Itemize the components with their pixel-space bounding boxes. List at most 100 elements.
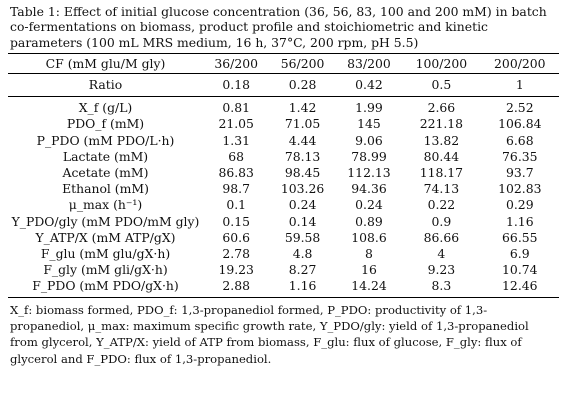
table-row: μ_max (h⁻¹) 0.1 0.24 0.24 0.22 0.29 [8, 197, 559, 213]
table-cell: 2.78 [222, 246, 250, 262]
table-cell: 0.14 [288, 213, 317, 229]
table-cell: 0.22 [427, 197, 456, 213]
table-cell: 0.5 [402, 73, 481, 98]
table-row: Acetate (mM) 86.83 98.45 112.13 118.17 93.7 [8, 165, 559, 181]
table-cell: 6.68 [505, 132, 534, 148]
table-cell: 0.18 [203, 73, 270, 98]
table-cell: 21.05 [218, 116, 254, 132]
table-cell: 4 [437, 246, 446, 262]
table-row: Ethanol (mM) 98.7 103.26 94.36 74.13 102.83 [8, 181, 559, 197]
table-row: Y_PDO/gly (mM PDO/mM gly) 0.15 0.14 0.89 0.9… [8, 214, 559, 230]
table-cell: 1 [480, 73, 559, 98]
header-cell: 36/200 [203, 53, 270, 75]
table-cell: 16 [361, 262, 377, 278]
table-cell: 12.46 [480, 278, 559, 298]
table-cell: 0.1 [226, 197, 247, 213]
table-cell: 8.27 [288, 262, 317, 278]
table-cell: 8 [365, 246, 373, 262]
table-cell: 86.83 [218, 165, 254, 181]
header-cell: 83/200 [335, 53, 403, 75]
row-label: μ_max (h⁻¹) [68, 197, 143, 213]
table-cell: 0.24 [288, 197, 317, 213]
caption-text: Effect of initial glucose concentration … [10, 4, 547, 50]
row-label: P_PDO (mM PDO/L·h) [36, 132, 175, 148]
table-cell: 112.13 [347, 165, 391, 181]
table-cell: 1.99 [355, 100, 383, 116]
table-cell: 1.31 [222, 132, 250, 148]
table-row: Y_ATP/X (mM ATP/gX) 60.6 59.58 108.6 86.66 66… [8, 230, 559, 246]
table-cell: 6.9 [509, 246, 530, 262]
table-cell: 1.16 [505, 213, 534, 229]
row-label: Acetate (mM) [62, 165, 149, 181]
table-cell: 78.13 [284, 148, 321, 164]
header-cell: 200/200 [480, 53, 559, 75]
header-cell: 56/200 [269, 53, 336, 75]
table-cell: 98.7 [222, 181, 250, 197]
table-row: F_gly (mM gli/gX·h) 19.23 8.27 16 9.23 10.74 [8, 262, 559, 278]
table-cell: 94.36 [351, 181, 387, 197]
table-cell: 0.81 [222, 100, 250, 116]
table-cell: 0.28 [269, 73, 336, 98]
table-cell: 8.3 [402, 278, 481, 298]
table-cell: 78.99 [351, 148, 387, 164]
row-label: Y_ATP/X (mM ATP/gX) [35, 229, 176, 245]
table-cell: 9.06 [355, 132, 383, 148]
table-cell: 4.44 [288, 132, 317, 148]
table-cell: 80.44 [423, 148, 460, 164]
table-cell: 10.74 [502, 262, 538, 278]
table-row: F_glu (mM glu/gX·h) 2.78 4.8 8 4 6.9 [8, 246, 559, 262]
table-cell: 0.29 [505, 197, 534, 213]
table-cell: 86.66 [423, 229, 460, 245]
row-label: Ethanol (mM) [62, 181, 149, 197]
row-label: X_f (g/L) [78, 100, 133, 116]
table-cell: 4.8 [292, 246, 313, 262]
row-label: PDO_f (mM) [66, 116, 145, 132]
table-cell: 0.24 [355, 197, 383, 213]
table-cell: 60.6 [222, 229, 250, 245]
table-cell: 9.23 [427, 262, 456, 278]
table-cell: 68 [228, 148, 245, 164]
table-cell: 59.58 [284, 229, 321, 245]
table-cell: 19.23 [218, 262, 254, 278]
table-cell: 221.18 [419, 116, 464, 132]
table-row: F_PDO (mM PDO/gX·h) 2.88 1.16 14.24 8.3 12.46 [8, 278, 559, 298]
table-header-row: CF (mM glu/M gly) 36/200 56/200 83/200 1… [8, 53, 559, 75]
table-cell: 0.15 [222, 213, 250, 229]
row-label: F_glu (mM glu/gX·h) [40, 246, 171, 262]
table-cell: 103.26 [280, 181, 325, 197]
table-cell: 1.42 [288, 100, 317, 116]
table-caption: Table 1: Effect of initial glucose concen… [10, 4, 559, 50]
header-cell: 100/200 [402, 53, 481, 75]
caption-label: Table 1: [10, 4, 60, 19]
row-label: Ratio [8, 73, 203, 98]
table-row: X_f (g/L) 0.81 1.42 1.99 2.66 2.52 [8, 97, 559, 117]
table-row: P_PDO (mM PDO/L·h) 1.31 4.44 9.06 13.82 6.68 [8, 133, 559, 149]
table-cell: 2.88 [203, 278, 270, 298]
table-cell: 118.17 [419, 165, 464, 181]
table-cell: 71.05 [284, 116, 321, 132]
table-cell: 66.55 [502, 229, 538, 245]
table-cell: 2.52 [505, 100, 534, 116]
table-cell: 0.89 [355, 213, 383, 229]
row-label: F_gly (mM gli/gX·h) [43, 262, 168, 278]
table-cell: 2.66 [427, 100, 456, 116]
table-cell: 74.13 [423, 181, 460, 197]
table-cell: 14.24 [335, 278, 403, 298]
table-cell: 145 [357, 116, 381, 132]
header-cell: CF (mM glu/M gly) [8, 53, 203, 75]
row-label: Lactate (mM) [62, 148, 149, 164]
table-cell: 106.84 [498, 116, 542, 132]
table-cell: 1.16 [269, 278, 336, 298]
table-footnote: X_f: biomass formed, PDO_f: 1,3-propaned… [10, 302, 529, 366]
table-row: PDO_f (mM) 21.05 71.05 145 221.18 106.84 [8, 116, 559, 132]
table-cell: 13.82 [423, 132, 460, 148]
table-cell: 93.7 [505, 165, 534, 181]
row-label: Y_PDO/gly (mM PDO/mM gly) [11, 213, 200, 229]
results-table: CF (mM glu/M gly) 36/200 56/200 83/200 1… [8, 53, 559, 298]
table-cell: 98.45 [284, 165, 321, 181]
table-cell: 108.6 [351, 229, 387, 245]
table-cell: 102.83 [498, 181, 542, 197]
row-label: F_PDO (mM PDO/gX·h) [8, 278, 203, 298]
table-cell: 0.9 [431, 213, 452, 229]
